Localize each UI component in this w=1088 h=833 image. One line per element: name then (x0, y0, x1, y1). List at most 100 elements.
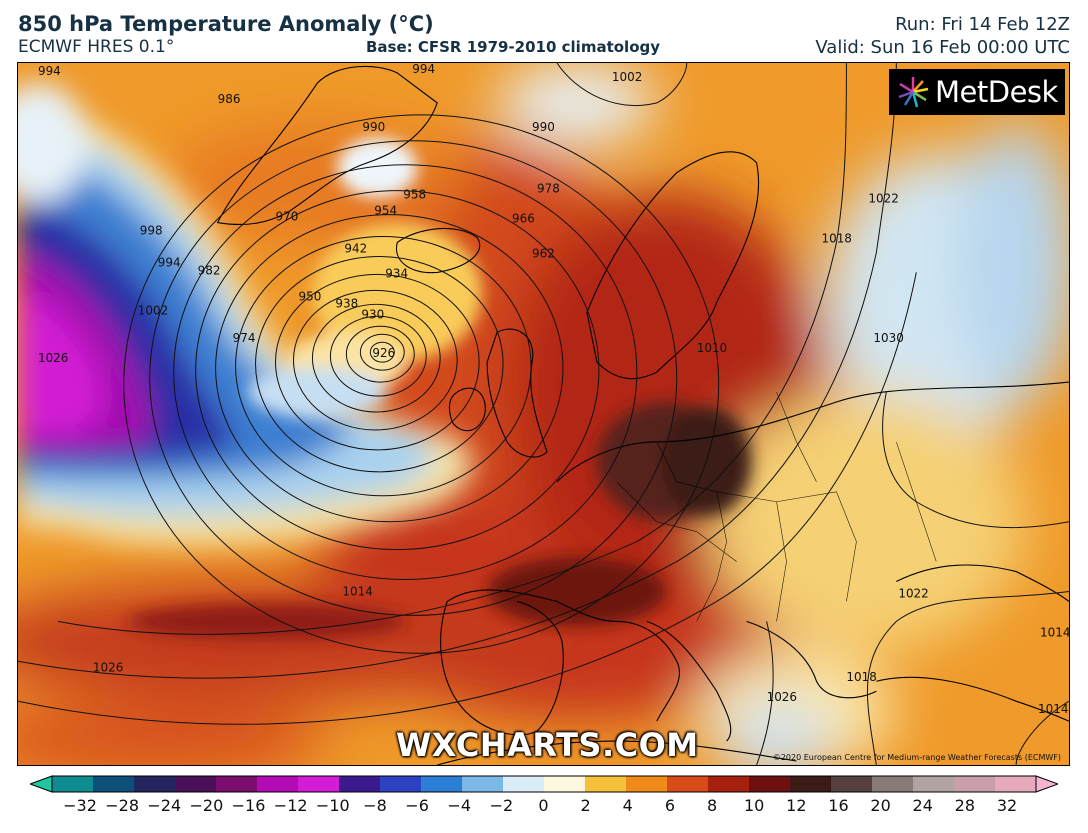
low-center-label: 926 (372, 346, 395, 360)
isobar-label: 966 (512, 212, 535, 226)
model-label: ECMWF HRES 0.1° (18, 37, 175, 57)
isobar-label: 1018 (821, 231, 851, 245)
isobar-label: 994 (38, 64, 61, 78)
copyright-notice: ©2020 European Centre for Medium-range W… (772, 753, 1061, 762)
colorbar-tick-label: 32 (996, 796, 1018, 815)
colorbar-cell (913, 776, 955, 792)
colorbar-tick-label: −4 (447, 796, 472, 815)
isobar-label: 1010 (697, 341, 727, 355)
colorbar-tick-label: −8 (363, 796, 387, 815)
metdesk-logo-text: MetDesk (935, 75, 1058, 109)
colorbar-cell (872, 776, 914, 792)
isobar-label: 1014 (1038, 702, 1068, 716)
isobar-label: 942 (344, 241, 367, 255)
colorbar-tick-label: 28 (954, 796, 976, 815)
colorbar-cell (380, 776, 422, 792)
isobar-label: 1026 (38, 351, 68, 365)
colorbar-tick-label: −20 (189, 796, 224, 815)
isobar-label: 954 (374, 204, 397, 218)
isobar-label: 1018 (846, 670, 876, 684)
isobar-label: 970 (276, 210, 299, 224)
colorbar-cell (667, 776, 709, 792)
colorbar-tick-label: −28 (105, 796, 140, 815)
isobar-label: 930 (361, 307, 384, 321)
colorbar-tick-label: 4 (622, 796, 633, 815)
colorbar-cell (134, 776, 176, 792)
isobar-label: 934 (385, 266, 408, 280)
isobar-label: 994 (412, 63, 435, 76)
climatology-base-label: Base: CFSR 1979-2010 climatology (366, 38, 661, 56)
isobar-label: 1026 (93, 660, 123, 674)
colorbar-cell (93, 776, 135, 792)
colorbar-tick-label: −16 (231, 796, 266, 815)
isobar-label: 958 (403, 188, 426, 202)
colorbar-tick-label: −24 (147, 796, 182, 815)
colorbar-cell (257, 776, 299, 792)
isobar-label: 1030 (873, 331, 903, 345)
colorbar-tick-label: 24 (912, 796, 933, 815)
isobar-label: 990 (362, 120, 385, 134)
colorbar-tick-label: −12 (273, 796, 308, 815)
isobar-label: 974 (233, 331, 256, 345)
colorbar-cell (462, 776, 504, 792)
isobar-label: 1002 (138, 303, 168, 317)
isobar-label: 978 (537, 182, 560, 196)
colorbar (30, 775, 1058, 793)
colorbar-cell (585, 776, 627, 792)
colorbar-cell (175, 776, 217, 792)
colorbar-cell (52, 776, 94, 792)
isobar-label: 1026 (767, 690, 797, 704)
coastlines (216, 65, 1069, 765)
isobar-label: 986 (218, 92, 241, 106)
colorbar-cell (995, 776, 1037, 792)
isobar-label: 1014 (1040, 625, 1069, 639)
colorbar-tick-label: 10 (743, 796, 765, 815)
colorbar-tick-label: 0 (538, 796, 549, 815)
isobar-label: 998 (140, 224, 163, 238)
isobar-label: 1022 (868, 192, 898, 206)
colorbar-cell (708, 776, 750, 792)
colorbar-cell (544, 776, 586, 792)
wxcharts-watermark: WXCHARTS.COM (396, 726, 699, 764)
map-canvas: 926 994 994 1002 990 990 986 978 970 966… (18, 63, 1069, 765)
colorbar-min-arrow (30, 776, 52, 792)
colorbar-tick-label: −2 (489, 796, 514, 815)
borders (616, 391, 937, 622)
isobar-label: 1014 (342, 584, 372, 598)
colorbar-tick-label: 20 (870, 796, 891, 815)
colorbar-cell (503, 776, 545, 792)
isobar-label: 1002 (612, 70, 642, 84)
colorbar-tick-labels: −32 −28 −24 −20 −16 −12 −10 −8 −6 −4 −2 0 2 4 6 8 10 12 16… (0, 796, 1088, 820)
valid-time-label: Valid: Sun 16 Feb 00:00 UTC (815, 37, 1070, 58)
colorbar-tick-label: −6 (405, 796, 429, 815)
run-time-label: Run: Fri 14 Feb 12Z (895, 14, 1070, 35)
colorbar-cell (298, 776, 340, 792)
colorbar-tick-label: 2 (580, 796, 591, 815)
isobar-labels: 926 994 994 1002 990 990 986 978 970 966… (38, 63, 1069, 716)
colorbar-cell (954, 776, 996, 792)
colorbar-cell (216, 776, 258, 792)
colorbar-tick-label: −10 (315, 796, 350, 815)
colorbar-cell (421, 776, 463, 792)
colorbar-tick-label: 6 (664, 796, 675, 815)
anomaly-map: 926 994 994 1002 990 990 986 978 970 966… (17, 62, 1070, 766)
chart-title: 850 hPa Temperature Anomaly (°C) (18, 12, 434, 36)
isobar-label: 938 (335, 296, 358, 310)
colorbar-cell (339, 776, 381, 792)
colorbar-tick-label: 8 (706, 796, 718, 815)
colorbar-cell (626, 776, 668, 792)
isobar-label: 994 (158, 255, 181, 269)
isobar-label: 982 (198, 263, 221, 277)
colorbar-cell (831, 776, 873, 792)
colorbar-max-arrow (1036, 776, 1058, 792)
isobar-label: 1022 (898, 586, 928, 600)
colorbar-tick-label: 16 (828, 796, 849, 815)
colorbar-cell (790, 776, 832, 792)
isobar-label: 962 (532, 246, 555, 260)
colorbar-tick-label: −32 (63, 796, 97, 815)
colorbar-cells (52, 776, 1037, 792)
metdesk-logo-icon (898, 77, 929, 108)
isobars (18, 63, 1069, 765)
colorbar-tick-label: 12 (786, 796, 807, 815)
isobar-label: 990 (532, 120, 555, 134)
